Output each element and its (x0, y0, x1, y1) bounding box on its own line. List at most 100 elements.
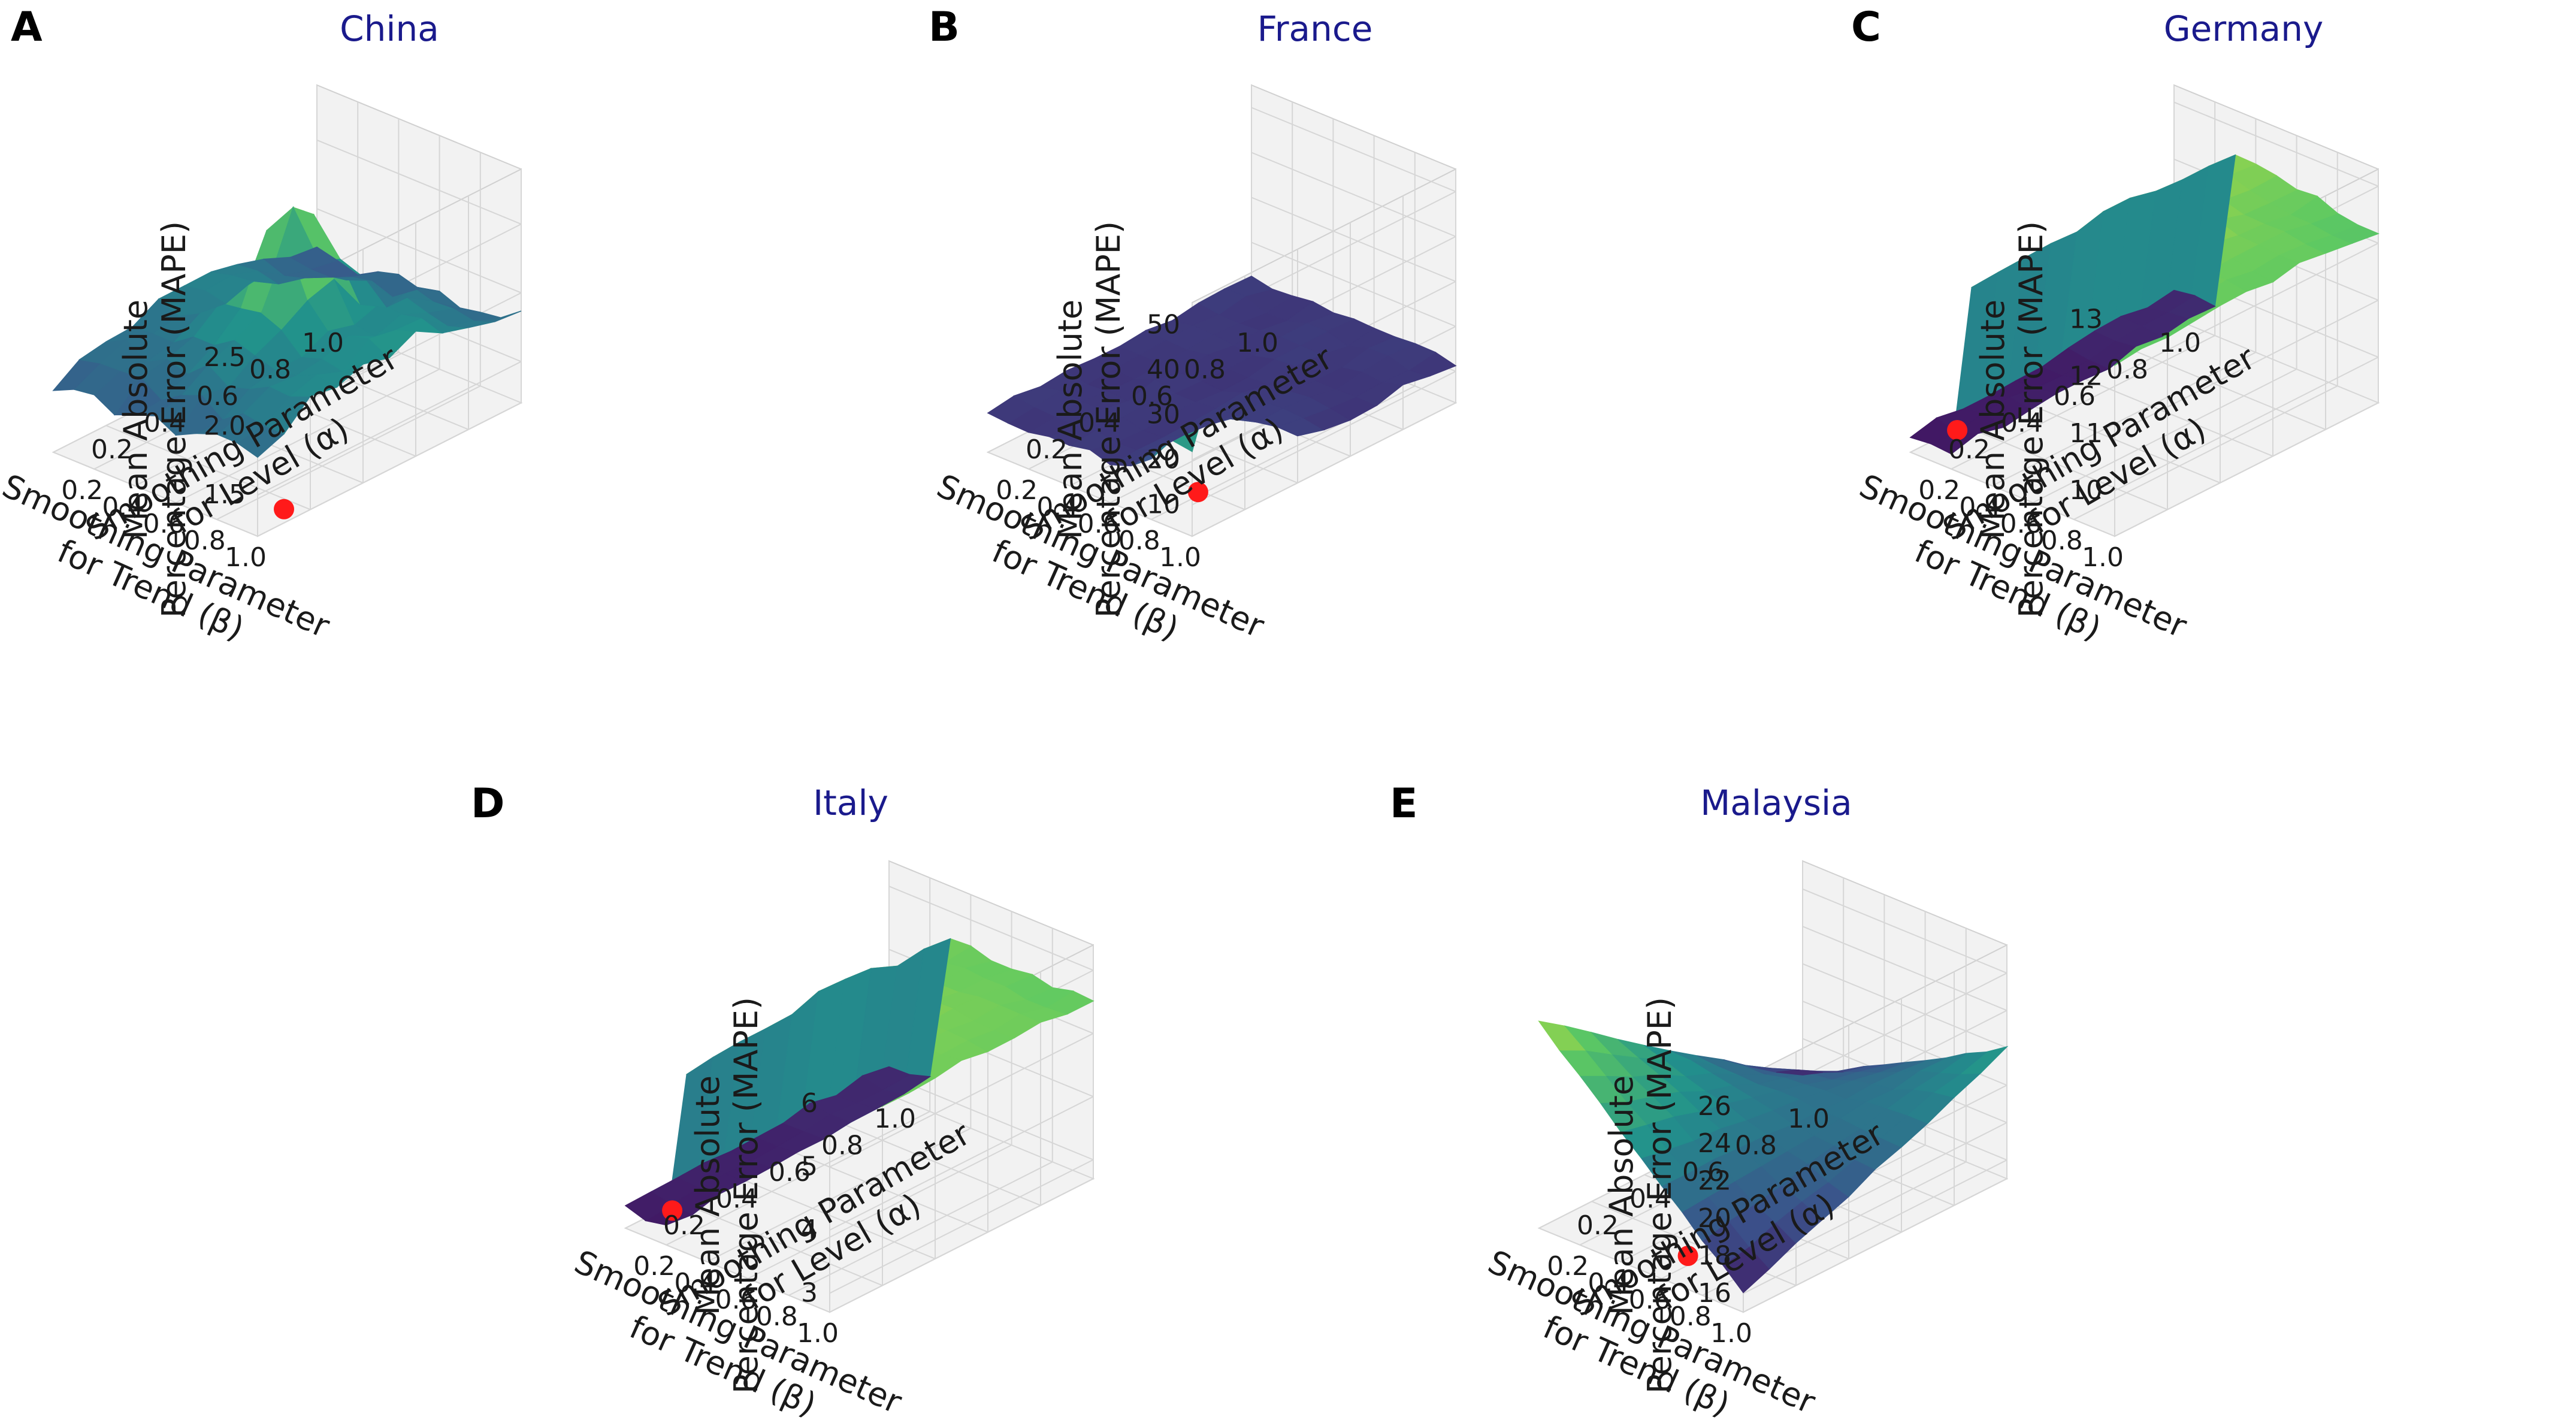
panel-title: Malaysia (1700, 783, 1852, 823)
panel-b: B France 10203040501.00.80.60.40.20.20.4… (929, 4, 1458, 648)
beta-tick-label: 0.8 (184, 525, 226, 556)
grid-line (2114, 402, 2379, 537)
alpha-tick-label: 0.2 (91, 434, 133, 465)
z-tick-label: 10 (1147, 490, 1180, 520)
alpha-tick-label: 1.0 (2159, 328, 2201, 358)
alpha-tick-label: 1.0 (874, 1104, 916, 1134)
z-axis-label-line: Percentage Error (MAPE) (727, 997, 765, 1394)
grid-line (1538, 1227, 1744, 1313)
z-axis-label-line: Mean Absolute (1051, 300, 1089, 539)
grid-line (2114, 300, 2379, 434)
z-tick-label: 2.0 (204, 410, 246, 441)
grid-line (1251, 197, 1456, 282)
surface-patch (2146, 289, 2196, 313)
beta-tick-label: 0.6 (2000, 509, 2042, 539)
z-tick-label: 22 (1698, 1166, 1731, 1197)
z-axis-label-line: Percentage Error (MAPE) (2012, 221, 2050, 618)
z-axis-label-line: Mean Absolute (689, 1075, 727, 1315)
grid-line (2033, 368, 2297, 503)
z-tick-label: 2.5 (204, 342, 246, 373)
z-tick-label: 20 (1147, 445, 1180, 475)
grid-line (2068, 371, 2273, 457)
surface-patch (1776, 1069, 1824, 1075)
panel-a: A China 1.52.02.51.00.80.60.40.20.20.40.… (0, 4, 523, 648)
z-tick-label: 30 (1147, 400, 1180, 430)
grid-line (1963, 425, 2168, 510)
beta-tick-label: 0.6 (715, 1285, 757, 1315)
beta-tick-label: 0.4 (102, 492, 144, 522)
alpha-tick-label: 0.8 (1735, 1131, 1777, 1161)
optimum-marker (1947, 419, 1968, 440)
grid-line (783, 1147, 988, 1233)
alpha-tick-label: 0.4 (716, 1184, 758, 1214)
alpha-tick-label: 0.4 (2001, 408, 2043, 439)
grid-line (316, 208, 522, 294)
beta-tick-label: 1.0 (1159, 542, 1201, 573)
z-axis-label-line: Mean Absolute (1974, 300, 2012, 539)
z-axis-label: Mean Absolute Percentage Error (MAPE) (117, 221, 193, 618)
z-axis-label-line: Mean Absolute (117, 300, 155, 539)
z-tick-label: 50 (1147, 310, 1180, 340)
grid-line (1192, 370, 1456, 506)
z-tick-label: 1.5 (204, 479, 246, 510)
alpha-tick-label: 0.6 (196, 381, 238, 412)
z-tick-label: 10 (2069, 475, 2103, 506)
z-axis-label-line: Percentage Error (MAPE) (1641, 997, 1679, 1394)
grid-line (2121, 345, 2326, 430)
grid-line (829, 1096, 1094, 1231)
alpha-tick-label: 0.2 (1577, 1210, 1619, 1241)
alpha-tick-label: 0.8 (249, 355, 291, 385)
beta-tick-label: 0.2 (61, 475, 103, 506)
beta-tick-label: 0.2 (1547, 1251, 1589, 1282)
grid-line (1951, 335, 2215, 470)
alpha-tick-label: 0.2 (663, 1210, 705, 1241)
grid-line (257, 402, 522, 537)
panel-letter: B (929, 4, 960, 51)
alpha-tick-label: 0.4 (144, 408, 186, 439)
panel-d: D Italy 34561.00.80.60.40.20.20.40.60.81… (471, 780, 1095, 1424)
z-tick-label: 18 (1698, 1240, 1731, 1271)
grid-line (2114, 243, 2379, 377)
grid-line (625, 1227, 830, 1313)
beta-tick-label: 0.6 (1078, 509, 1120, 539)
grid-line (2073, 385, 2338, 520)
beta-tick-label: 0.2 (996, 475, 1038, 506)
panel-title: France (1257, 8, 1373, 49)
axes-3d: 1618202224261.00.80.60.40.20.20.40.60.81… (1483, 860, 2009, 1424)
beta-tick-label: 0.4 (1036, 492, 1078, 522)
grid-line (2173, 101, 2379, 187)
grid-line (706, 1128, 971, 1262)
optimum-marker (662, 1200, 683, 1221)
alpha-tick-label: 0.4 (1629, 1184, 1671, 1214)
optimum-marker (274, 499, 294, 519)
alpha-tick-label: 0.6 (1131, 381, 1173, 412)
optimum-marker (1677, 1246, 1698, 1267)
beta-tick-label: 0.2 (1918, 475, 1960, 506)
grid-line (788, 1161, 1053, 1296)
z-axis-label-line: Mean Absolute (1603, 1075, 1640, 1315)
grid-line (836, 1120, 1041, 1206)
beta-tick-label: 1.0 (225, 542, 267, 573)
z-axis-label: Mean Absolute Percentage Error (MAPE) (1974, 221, 2050, 618)
z-axis-label-line: Percentage Error (MAPE) (1090, 221, 1127, 618)
z-tick-label: 4 (801, 1214, 818, 1245)
beta-tick-label: 1.0 (1710, 1318, 1752, 1349)
grid-line (678, 1201, 883, 1286)
beta-tick-label: 0.4 (1588, 1268, 1629, 1298)
z-tick-label: 20 (1698, 1203, 1731, 1234)
grid-line (1743, 1178, 2007, 1313)
grid-line (888, 886, 1094, 971)
alpha-tick-label: 0.6 (2054, 381, 2096, 412)
z-axis-label: Mean Absolute Percentage Error (MAPE) (689, 997, 765, 1394)
beta-tick-label: 0.4 (674, 1268, 716, 1298)
grid-line (1910, 451, 2115, 537)
panel-e: E Malaysia 1618202224261.00.80.60.40.20.… (1390, 780, 2009, 1424)
grid-line (176, 368, 440, 503)
alpha-tick-label: 0.6 (1682, 1157, 1724, 1188)
grid-line (888, 1075, 1094, 1161)
grid-line (1802, 888, 2007, 974)
alpha-tick-label: 0.2 (1948, 434, 1990, 465)
grid-line (987, 451, 1193, 537)
panel-letter: A (11, 4, 43, 51)
grid-line (2114, 356, 2379, 491)
